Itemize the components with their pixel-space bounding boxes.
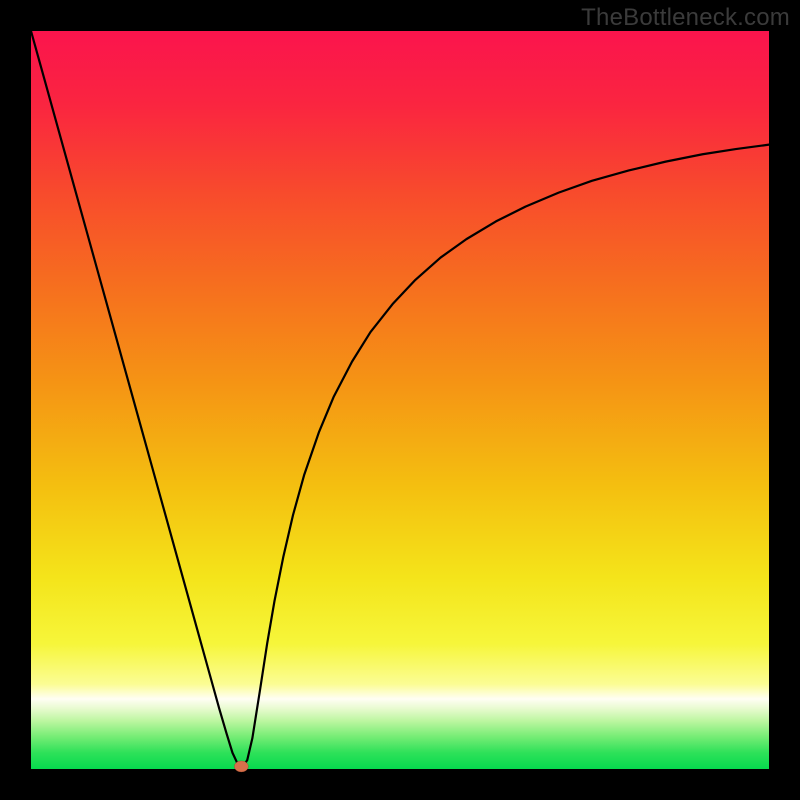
minimum-marker-icon [234, 761, 248, 772]
bottleneck-chart [0, 0, 800, 800]
chart-stage: TheBottleneck.com [0, 0, 800, 800]
watermark-label: TheBottleneck.com [581, 4, 790, 32]
plot-background [31, 31, 769, 769]
